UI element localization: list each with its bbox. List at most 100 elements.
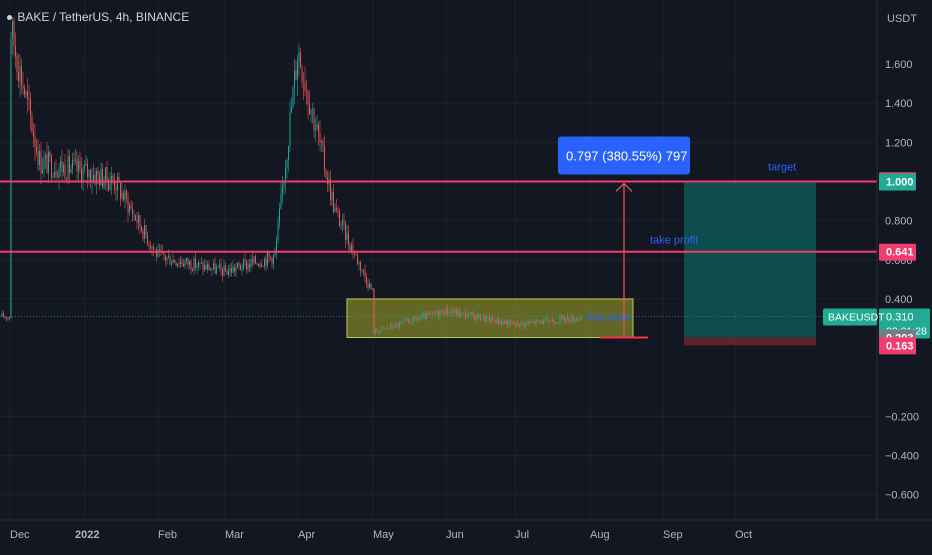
candle-body (133, 214, 135, 216)
candle-body (367, 284, 369, 288)
candle-body (118, 176, 120, 183)
candle-body (307, 90, 309, 104)
candle-body (156, 249, 157, 257)
candle-body (418, 318, 420, 321)
candle-body (556, 322, 558, 324)
candle-body (493, 319, 495, 321)
candle-body (388, 328, 390, 329)
candle-body (523, 323, 525, 327)
candle-body (565, 318, 567, 322)
candle-body (247, 264, 249, 270)
candle-body (460, 312, 462, 316)
price-label-bg (879, 243, 916, 261)
candle-body (331, 192, 333, 201)
candle-body (27, 91, 28, 98)
candle-body (570, 321, 571, 323)
candle-body (289, 112, 291, 147)
candle-body (498, 318, 499, 324)
candle-body (277, 222, 279, 241)
candle-body (292, 87, 294, 108)
candle-body (207, 264, 208, 270)
candle-body (303, 82, 304, 83)
y-tick-label: 0.400 (885, 294, 913, 306)
candle-body (378, 331, 379, 333)
candle-body (54, 171, 55, 178)
candle-body (157, 249, 159, 257)
candle-body (82, 168, 84, 183)
candle-body (579, 319, 580, 320)
candle-body (478, 314, 480, 319)
candle-body (12, 20, 13, 38)
candle-body (511, 322, 513, 323)
candle-body (405, 320, 406, 321)
candle-body (172, 259, 174, 264)
candle-body (183, 264, 184, 266)
candle-body (559, 317, 561, 323)
candle-body (442, 310, 444, 315)
candle-body (457, 310, 459, 316)
candle-body (400, 322, 402, 323)
candle-body (250, 259, 252, 268)
measure-label-box (558, 136, 690, 175)
candle-body (217, 266, 219, 268)
candle-body (39, 151, 40, 166)
x-tick-label: 2022 (75, 529, 99, 541)
candle-body (135, 214, 136, 221)
candle-body (444, 314, 445, 316)
candle-body (225, 265, 226, 272)
projection-profit-box (684, 181, 816, 338)
candle-body (504, 321, 505, 324)
candle-body (339, 212, 340, 227)
candle-body (274, 253, 276, 255)
candle-body (139, 215, 141, 227)
candle-body (18, 72, 19, 81)
candle-body (507, 321, 508, 326)
candle-body (399, 322, 400, 327)
levels (0, 180, 877, 317)
candle-body (240, 265, 241, 270)
candle-body (102, 168, 103, 187)
candle-body (316, 124, 318, 130)
candle-body (252, 259, 253, 263)
candle-body (336, 207, 337, 210)
x-tick-label: Oct (735, 529, 752, 541)
candle-body (204, 264, 205, 270)
symbol-tag: BAKEUSDT (828, 312, 885, 324)
candle-body (474, 315, 475, 320)
candle-body (37, 151, 39, 166)
candle-body (394, 323, 396, 329)
candle-body (73, 160, 75, 161)
candle-body (186, 258, 187, 262)
candle-body (198, 262, 199, 267)
candle-body (168, 256, 169, 258)
candle-body (28, 97, 30, 100)
candle-body (33, 132, 34, 137)
candle-body (519, 325, 520, 327)
candle-body (337, 209, 339, 213)
candle-body (49, 151, 51, 157)
candle-body (574, 320, 576, 322)
candle-body (190, 261, 192, 270)
candle-body (142, 230, 144, 239)
candle-body (487, 316, 489, 318)
candle-body (195, 258, 196, 268)
candle-body (381, 327, 382, 331)
candle-body (357, 254, 358, 264)
candle-body (148, 244, 150, 246)
candle-body (72, 160, 73, 170)
candle-body (145, 225, 147, 236)
candle-body (540, 321, 541, 323)
candle-body (115, 188, 117, 191)
candle-body (51, 156, 52, 178)
candle-body (144, 225, 145, 239)
candle-body (4, 317, 6, 318)
candle-body (463, 312, 465, 313)
candle-body (546, 317, 547, 319)
candle-body (321, 141, 322, 143)
candle-body (441, 310, 442, 313)
candle-body (69, 155, 70, 173)
candle-body (223, 265, 225, 276)
